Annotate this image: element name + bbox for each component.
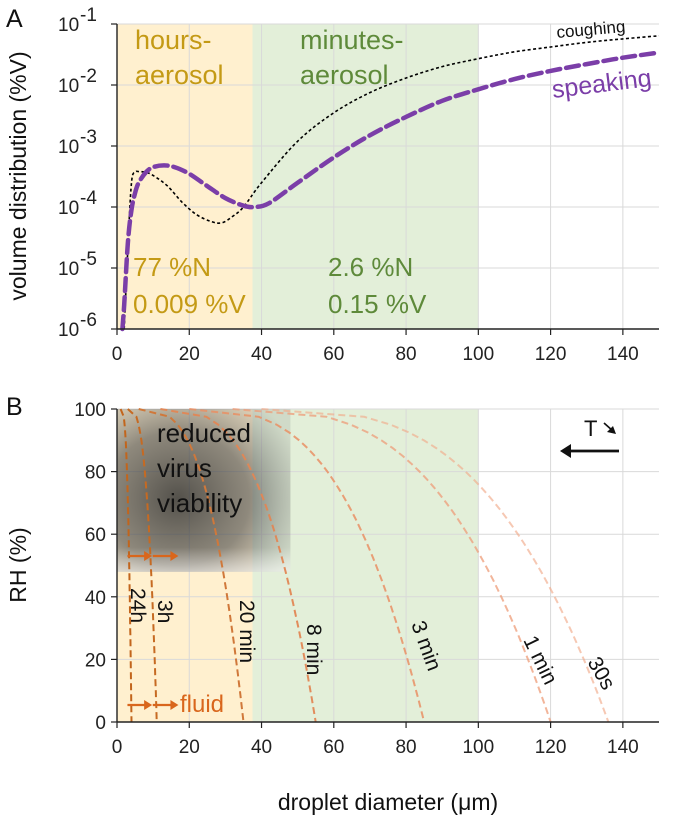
panel-a-y-tick-base: 10 (58, 198, 79, 219)
panel-b-y-tick-label: 40 (85, 588, 106, 609)
region-hours-aerosol (117, 24, 253, 329)
region-label-hours-aerosol: hours- (135, 25, 212, 55)
panel-b-x-tick-label: 140 (607, 737, 639, 758)
panel-b-y-tick-label: 0 (95, 713, 106, 734)
panel-b-y-tick-label: 100 (74, 400, 106, 421)
panel-b-x-tick-label: 80 (395, 737, 416, 758)
panel-a-y-tick-exponent: -4 (80, 188, 97, 209)
series-coughing-line (123, 35, 660, 330)
annotation-reduced-virus-viability: reduced (157, 418, 251, 448)
panel-a-x-tick-label: 0 (112, 344, 123, 365)
panel-b-y-tick-label: 20 (85, 650, 106, 671)
arrow-3h-top-head (170, 551, 179, 561)
curve-3-min (189, 408, 426, 723)
panel-a-y-tick-base: 10 (58, 76, 79, 97)
curve-label-20-min: 20 min (235, 600, 258, 663)
region-reduced-viability-fade (117, 409, 291, 572)
panel-b-x-tick-label: 40 (251, 737, 272, 758)
panel-b-y-tick-label: 80 (85, 463, 106, 484)
curve-label-8-min: 8 min (302, 624, 325, 675)
curve-24h (119, 408, 133, 723)
panel-a-x-tick-label: 20 (179, 344, 200, 365)
panel-a-y-tick-exponent: -3 (80, 127, 97, 148)
curve-30s (261, 408, 610, 723)
panel-a-y-tick-exponent: -1 (80, 5, 97, 26)
panel-a-y-tick-base: 10 (58, 320, 79, 341)
panel-a-y-axis-title: volume distribution (%V) (5, 51, 31, 300)
panel-a-label: A (6, 5, 23, 33)
region-stat-minutes-aerosol: 2.6 %N (328, 252, 413, 282)
curve-3h (127, 408, 158, 723)
panel-a-x-tick-label: 100 (462, 344, 494, 365)
panel-a-y-tick-base: 10 (58, 259, 79, 280)
panel-a-y-tick-exponent: -2 (80, 66, 97, 87)
panel-b-x-tick-label: 120 (535, 737, 567, 758)
temperature-arrow-head (560, 444, 571, 458)
region-label-minutes-aerosol: minutes- (300, 25, 404, 55)
region-stat-hours-aerosol: 77 %N (133, 252, 211, 282)
arrow-3h-bottom-head (170, 700, 179, 710)
curve-label-24h: 24h (126, 588, 149, 623)
panel-b-x-tick-label: 100 (462, 737, 494, 758)
panel-b-relative-humidity: 24h 3h 20 min 8 min 3 min 1 min 30s 0 20 40 60 80 1… (5, 393, 659, 815)
panel-b-label: B (6, 393, 23, 421)
panel-b-x-tick-label: 20 (179, 737, 200, 758)
region-minutes-aerosol (252, 24, 479, 329)
annotation-reduced-virus-viability: viability (157, 488, 242, 518)
panel-b-x-tick-label: 0 (112, 737, 123, 758)
panel-a-volume-distribution: hours-aerosol 77 %N 0.009 %V minutes-aeroso… (5, 5, 662, 365)
panel-b-x-axis-title: droplet diameter (μm) (278, 789, 498, 815)
temperature-label: T (584, 416, 597, 441)
panel-b-x-tick-label: 60 (323, 737, 344, 758)
curve-label-3h: 3h (153, 600, 176, 623)
panel-a-y-tick-exponent: -6 (80, 310, 97, 331)
panel-a-x-tick-label: 80 (395, 344, 416, 365)
region-stat-minutes-aerosol: 0.15 %V (328, 289, 427, 319)
curve-8-min (160, 408, 317, 723)
panel-a-x-tick-label: 40 (251, 344, 272, 365)
region-label-minutes-aerosol: aerosol (300, 60, 389, 90)
panel-a-y-tick-base: 10 (58, 137, 79, 158)
arrow-24h-bottom-head (144, 700, 153, 710)
panel-a-y-tick-exponent: -5 (80, 249, 97, 270)
panel-a-x-tick-label: 60 (323, 344, 344, 365)
region-label-hours-aerosol: aerosol (135, 60, 224, 90)
temperature-small-arrow-head (607, 426, 616, 434)
panel-a-x-tick-label: 120 (535, 344, 567, 365)
series-speaking-line (120, 50, 662, 332)
panel-b-y-tick-label: 60 (85, 525, 106, 546)
panel-b-y-axis-title: RH (%) (5, 527, 31, 602)
curve-label-1-min: 1 min (519, 632, 562, 688)
fluid-label: fluid (180, 691, 224, 718)
panel-a-y-tick-base: 10 (58, 15, 79, 36)
annotation-reduced-virus-viability: virus (157, 453, 212, 483)
series-label-coughing: coughing (556, 17, 626, 42)
arrow-24h-top-head (144, 551, 153, 561)
panel-a-x-tick-label: 140 (607, 344, 639, 365)
curve-1-min (232, 408, 552, 723)
curve-20-min (138, 408, 245, 723)
region-stat-hours-aerosol: 0.009 %V (133, 289, 246, 319)
